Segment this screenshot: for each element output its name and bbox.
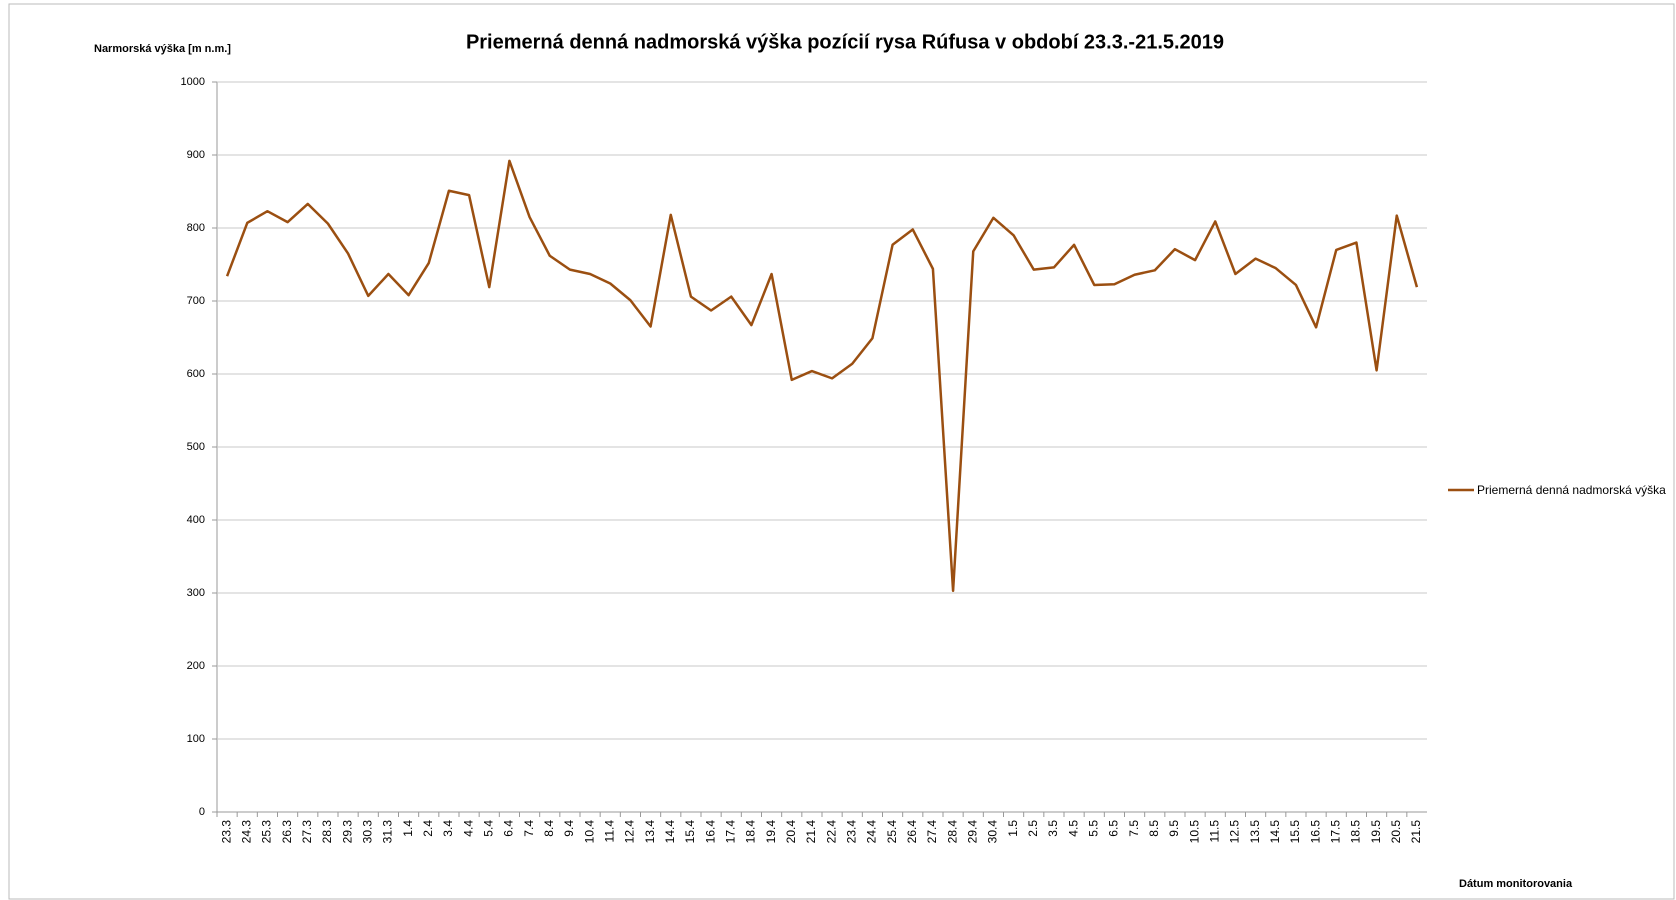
x-tick-label: 7.4	[522, 820, 536, 837]
x-tick-label: 25.3	[260, 820, 274, 844]
x-tick-label: 18.5	[1349, 820, 1363, 844]
x-tick-label: 15.4	[683, 820, 697, 844]
x-tick-label: 27.4	[925, 820, 939, 844]
x-tick-label: 3.5	[1046, 820, 1060, 837]
x-tick-label: 28.3	[320, 820, 334, 844]
x-tick-label: 26.4	[905, 820, 919, 844]
x-tick-label: 12.5	[1228, 820, 1242, 844]
x-tick-label: 8.5	[1147, 820, 1161, 837]
x-tick-label: 20.4	[784, 820, 798, 844]
chart-frame	[8, 3, 1675, 900]
x-tick-label: 16.5	[1308, 820, 1322, 844]
x-tick-label: 22.4	[824, 820, 838, 844]
x-tick-label: 24.3	[239, 820, 253, 844]
x-tick-label: 4.4	[461, 820, 475, 837]
x-axis-label: Dátum monitorovania	[1459, 878, 1573, 890]
x-tick-label: 23.3	[219, 820, 233, 844]
y-tick-label: 0	[199, 806, 205, 818]
x-tick-label: 17.4	[723, 820, 737, 844]
x-tick-label: 12.4	[623, 820, 637, 844]
y-tick-label: 900	[187, 149, 205, 161]
y-tick-label: 200	[187, 660, 205, 672]
legend-label: Priemerná denná nadmorská výška	[1477, 483, 1666, 497]
x-tick-label: 6.4	[502, 820, 516, 837]
x-tick-label: 24.4	[865, 820, 879, 844]
y-tick-label: 800	[187, 222, 205, 234]
y-tick-label: 100	[187, 733, 205, 745]
x-tick-label: 18.4	[744, 820, 758, 844]
x-tick-label: 5.4	[481, 820, 495, 837]
x-tick-label: 9.4	[562, 820, 576, 837]
x-tick-label: 17.5	[1328, 820, 1342, 844]
x-tick-label: 10.4	[582, 820, 596, 844]
x-tick-label: 20.5	[1389, 820, 1403, 844]
x-tick-label: 3.4	[441, 820, 455, 837]
x-tick-label: 2.4	[421, 820, 435, 837]
x-tick-label: 11.4	[602, 820, 616, 843]
x-tick-label: 26.3	[280, 820, 294, 844]
x-tick-label: 19.5	[1369, 820, 1383, 844]
x-tick-label: 10.5	[1187, 820, 1201, 844]
x-tick-label: 1.4	[401, 820, 415, 837]
y-tick-label: 700	[187, 295, 205, 307]
x-tick-label: 14.5	[1268, 820, 1282, 844]
x-tick-label: 30.3	[360, 820, 374, 844]
x-tick-label: 28.4	[945, 820, 959, 844]
x-tick-label: 7.5	[1127, 820, 1141, 837]
x-tick-label: 30.4	[986, 820, 1000, 844]
x-tick-label: 1.5	[1006, 820, 1020, 837]
x-tick-label: 23.4	[844, 820, 858, 844]
x-tick-label: 29.3	[340, 820, 354, 844]
x-tick-label: 5.5	[1086, 820, 1100, 837]
chart-title: Priemerná denná nadmorská výška pozícií …	[466, 31, 1224, 53]
x-tick-label: 21.5	[1409, 820, 1423, 844]
y-tick-label: 600	[187, 368, 205, 380]
x-tick-label: 29.4	[965, 820, 979, 844]
x-tick-label: 11.5	[1207, 820, 1221, 843]
x-tick-label: 4.5	[1066, 820, 1080, 837]
y-axis-label: Narmorská výška [m n.m.]	[94, 43, 231, 55]
x-tick-label: 13.4	[643, 820, 657, 844]
x-tick-label: 31.3	[381, 820, 395, 844]
x-tick-label: 9.5	[1167, 820, 1181, 837]
x-tick-label: 25.4	[885, 820, 899, 844]
x-tick-label: 6.5	[1107, 820, 1121, 837]
x-tick-label: 19.4	[764, 820, 778, 844]
x-tick-label: 2.5	[1026, 820, 1040, 837]
x-tick-label: 15.5	[1288, 820, 1302, 844]
y-tick-label: 300	[187, 587, 205, 599]
x-tick-label: 14.4	[663, 820, 677, 844]
y-tick-label: 500	[187, 441, 205, 453]
x-tick-label: 16.4	[703, 820, 717, 844]
y-tick-label: 1000	[181, 76, 205, 88]
x-tick-label: 27.3	[300, 820, 314, 844]
y-tick-label: 400	[187, 514, 205, 526]
data-line	[225, 159, 1419, 593]
x-tick-label: 8.4	[542, 820, 556, 837]
x-tick-label: 21.4	[804, 820, 818, 844]
legend-box: Priemerná denná nadmorská výška	[1477, 483, 1666, 497]
x-tick-label: 13.5	[1248, 820, 1262, 844]
